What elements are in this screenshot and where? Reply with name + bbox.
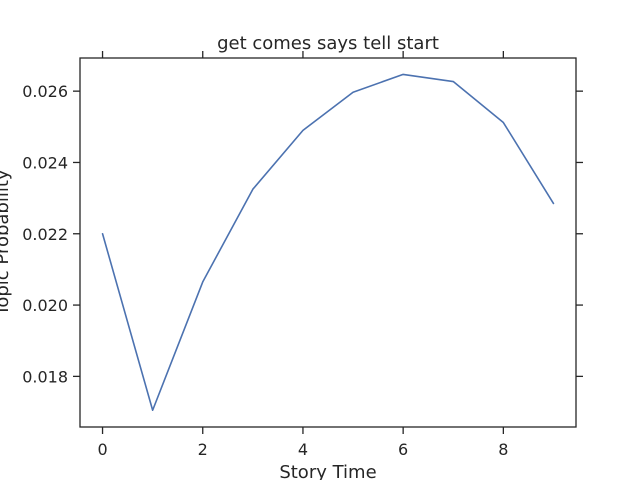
x-tick-label: 0	[97, 440, 107, 459]
x-tick-label: 2	[198, 440, 208, 459]
y-tick-label: 0.026	[22, 82, 68, 101]
chart-title: get comes says tell start	[217, 33, 439, 54]
x-tick-label: 8	[498, 440, 508, 459]
ticks-layer: 0 2 4 6 8 0.018 0.020 0.022 0.024 0.026	[22, 51, 583, 459]
x-tick-label: 4	[298, 440, 308, 459]
y-tick-label: 0.022	[22, 225, 68, 244]
y-tick-label: 0.024	[22, 153, 68, 172]
series-layer	[101, 73, 555, 412]
axes-frame	[79, 57, 577, 428]
y-tick-label: 0.020	[22, 296, 68, 315]
y-tick-label: 0.018	[22, 367, 68, 386]
y-axis-label: Topic Probability	[0, 169, 13, 316]
x-tick-label: 6	[398, 440, 408, 459]
series-line-0	[101, 73, 555, 412]
x-axis-label: Story Time	[279, 462, 376, 480]
